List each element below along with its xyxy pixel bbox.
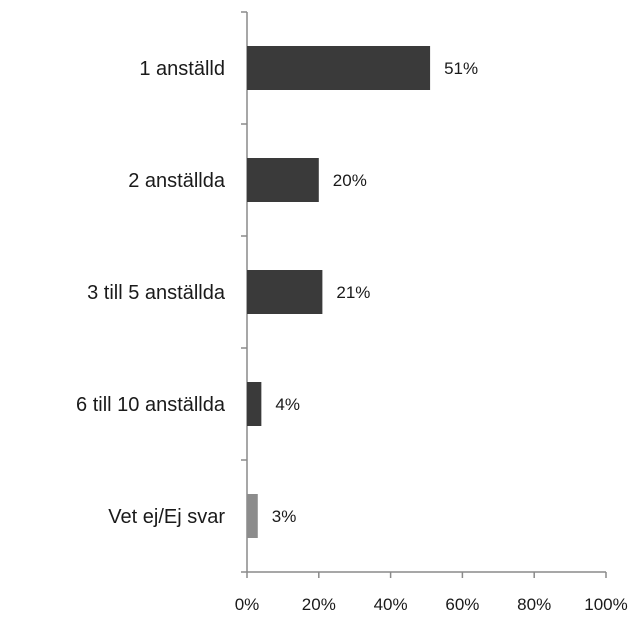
bar (247, 270, 323, 314)
x-tick-label: 80% (517, 595, 551, 614)
chart-bars (247, 46, 431, 538)
value-label: 51% (444, 59, 478, 78)
chart-labels: 0% 20% 40% 60% 80% 100% 1 anställd 51% 2 anställ… (76, 58, 628, 614)
category-label: 2 anställda (128, 170, 226, 192)
value-label: 4% (275, 395, 300, 414)
category-label: 3 till 5 anställda (87, 282, 226, 304)
x-tick-label: 100% (584, 595, 627, 614)
x-tick-label: 20% (302, 595, 336, 614)
bar (247, 158, 319, 202)
bar (247, 494, 258, 538)
bar (247, 382, 262, 426)
bar (247, 46, 431, 90)
category-label: Vet ej/Ej svar (108, 506, 225, 528)
x-tick-label: 40% (374, 595, 408, 614)
category-label: 1 anställd (139, 58, 225, 80)
value-label: 21% (336, 283, 370, 302)
value-label: 20% (333, 171, 367, 190)
category-label: 6 till 10 anställda (76, 394, 226, 416)
x-tick-label: 60% (445, 595, 479, 614)
x-tick-label: 0% (235, 595, 260, 614)
value-label: 3% (272, 507, 297, 526)
